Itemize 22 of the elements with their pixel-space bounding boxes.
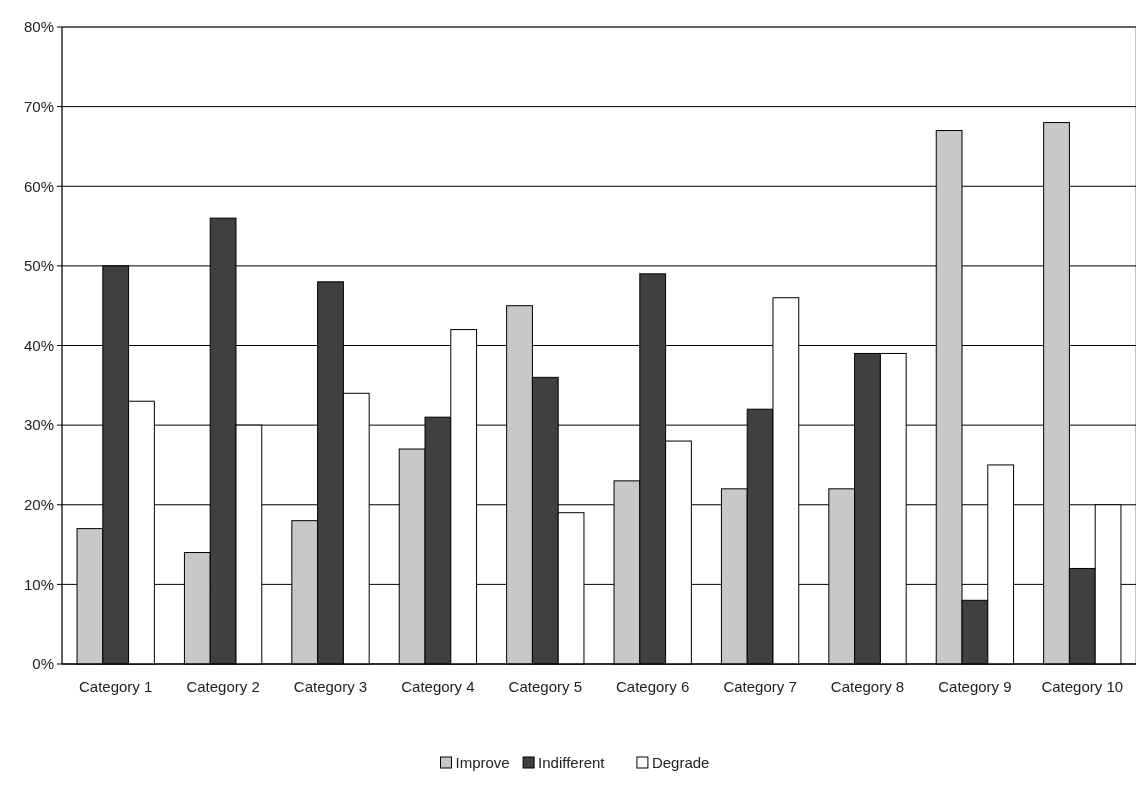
y-tick-label: 60%: [23, 177, 54, 195]
x-tick-label: Category 6: [616, 678, 690, 695]
x-tick-label: Category 4: [401, 678, 475, 695]
y-tick-label: 0%: [32, 655, 54, 673]
x-tick-label: Category 9: [938, 678, 1012, 695]
x-tick-label: Category 8: [830, 678, 905, 695]
legend-label: Improve: [455, 754, 510, 772]
y-tick-label: 20%: [23, 496, 54, 513]
legend-label: Degrade: [651, 754, 710, 772]
x-tick-label: Category 5: [508, 678, 582, 695]
x-tick-label: Category 1: [79, 678, 153, 695]
y-tick-label: 50%: [23, 257, 54, 275]
x-tick-label: Category 3: [293, 678, 368, 695]
y-tick-label: 10%: [23, 575, 54, 593]
y-tick-label: 70%: [23, 97, 54, 115]
y-tick-label: 80%: [23, 18, 54, 36]
legend-label: Indifferent: [538, 754, 606, 772]
y-tick-label: 30%: [23, 416, 54, 434]
x-tick-label: Category 7: [723, 678, 797, 695]
x-tick-label: Category 10: [1041, 678, 1124, 695]
x-tick-label: Category 2: [186, 678, 260, 695]
y-tick-label: 40%: [23, 336, 54, 354]
